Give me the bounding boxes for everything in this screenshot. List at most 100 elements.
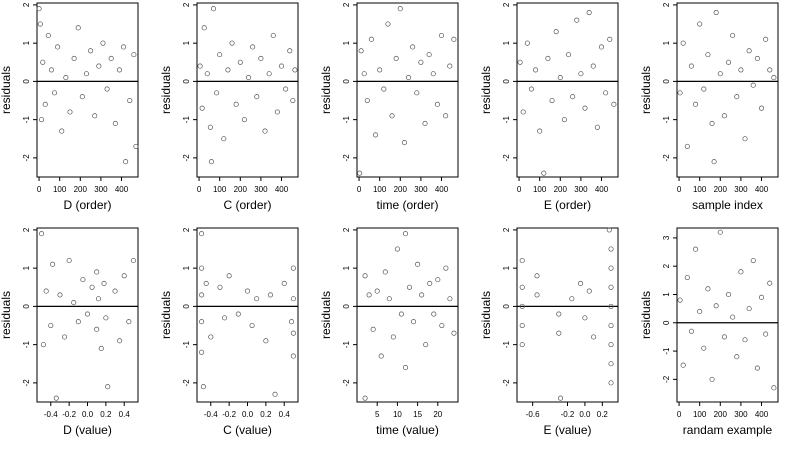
- data-point: [290, 353, 296, 359]
- y-tick-label: 1: [342, 265, 351, 270]
- data-point: [451, 36, 457, 42]
- data-point: [590, 63, 596, 69]
- data-point: [557, 75, 563, 81]
- x-tick-label: 0: [677, 410, 682, 419]
- x-tick-label: 300: [734, 410, 748, 419]
- data-point: [598, 44, 605, 50]
- data-point: [112, 120, 118, 127]
- data-point: [611, 101, 617, 107]
- data-point: [221, 136, 227, 142]
- x-tick-label: 400: [275, 185, 289, 194]
- data-point: [447, 63, 453, 69]
- data-point: [586, 288, 592, 294]
- y-tick-label: -1: [342, 341, 351, 349]
- x-tick-label: 0.0: [242, 410, 254, 419]
- x-tick-label: 5: [375, 410, 380, 419]
- x-tick-label: 15: [413, 410, 422, 419]
- data-point: [389, 113, 395, 119]
- x-tick-label: 0.2: [100, 410, 112, 419]
- x-axis-label: C (value): [223, 423, 272, 437]
- data-point: [71, 55, 77, 62]
- data-point: [267, 292, 274, 298]
- data-point: [767, 67, 773, 73]
- data-point: [55, 44, 61, 50]
- data-point: [431, 311, 437, 317]
- data-point: [84, 311, 91, 317]
- y-axis-label: residuals: [319, 291, 333, 339]
- data-point: [534, 292, 540, 298]
- data-point: [201, 25, 207, 31]
- data-point: [771, 75, 777, 81]
- y-tick-label: 0: [182, 79, 191, 84]
- data-point: [561, 117, 567, 123]
- x-axis-label: D (value): [63, 423, 112, 437]
- data-point: [684, 143, 690, 149]
- data-point: [430, 71, 436, 77]
- data-point: [361, 71, 367, 77]
- x-tick-label: 100: [373, 185, 387, 194]
- data-point: [66, 257, 72, 264]
- data-point: [200, 384, 206, 390]
- data-point: [61, 334, 68, 340]
- x-tick-label: 0: [677, 185, 682, 194]
- plot-frame: [516, 2, 619, 178]
- x-tick-label: 400: [115, 185, 129, 194]
- y-tick-label: -1: [662, 116, 671, 124]
- data-point: [519, 303, 525, 309]
- data-point: [357, 170, 363, 176]
- plot-frame: [36, 2, 139, 178]
- data-point: [274, 109, 280, 115]
- panel-8: 5 10 15 20 -2 -1 0 1 2 time (value) residuals: [319, 227, 459, 437]
- data-point: [570, 94, 576, 100]
- data-point: [608, 322, 614, 329]
- data-point: [405, 75, 412, 81]
- x-tick-label: 0: [197, 185, 202, 194]
- data-point: [709, 376, 715, 382]
- data-point: [574, 17, 580, 23]
- data-point: [358, 48, 364, 54]
- data-point: [199, 265, 205, 271]
- data-point: [397, 6, 403, 12]
- data-point: [362, 395, 368, 401]
- data-point: [370, 326, 376, 332]
- x-tick-label: 0: [37, 185, 42, 194]
- x-tick-label: 10: [393, 410, 402, 419]
- data-point: [37, 21, 43, 27]
- data-point: [100, 40, 106, 46]
- data-point: [398, 311, 404, 317]
- data-point: [290, 97, 296, 104]
- data-point: [386, 296, 392, 302]
- data-point: [582, 315, 588, 321]
- data-point: [763, 36, 769, 42]
- data-point: [443, 113, 449, 119]
- data-point: [763, 331, 769, 337]
- data-point: [713, 10, 719, 16]
- data-point: [439, 322, 445, 329]
- data-point: [63, 75, 69, 81]
- panel-4: 0 100 200 300 400 -2 -1 0 1 2 E (order) residuals: [479, 2, 619, 212]
- x-tick-label: 0.0: [579, 410, 591, 419]
- data-point: [721, 334, 727, 340]
- y-tick-label: 2: [182, 227, 191, 232]
- data-point: [746, 48, 752, 54]
- data-point: [556, 311, 562, 317]
- data-point: [382, 269, 388, 275]
- data-point: [289, 319, 295, 325]
- y-tick-label: -1: [22, 116, 31, 124]
- data-point: [608, 380, 614, 386]
- data-point: [48, 322, 54, 329]
- x-tick-label: -0.6: [526, 410, 540, 419]
- data-point: [92, 113, 98, 119]
- data-point: [754, 365, 760, 371]
- data-point: [116, 67, 122, 73]
- data-point: [210, 6, 217, 12]
- data-point: [98, 345, 104, 352]
- y-tick-label: 2: [182, 2, 191, 7]
- x-tick-label: 200: [554, 185, 568, 194]
- y-tick-label: 1: [182, 265, 191, 270]
- data-point: [57, 292, 63, 298]
- data-point: [730, 314, 736, 320]
- y-tick-label: -1: [342, 116, 351, 124]
- x-tick-label: 0.2: [260, 410, 272, 419]
- data-point: [709, 120, 715, 127]
